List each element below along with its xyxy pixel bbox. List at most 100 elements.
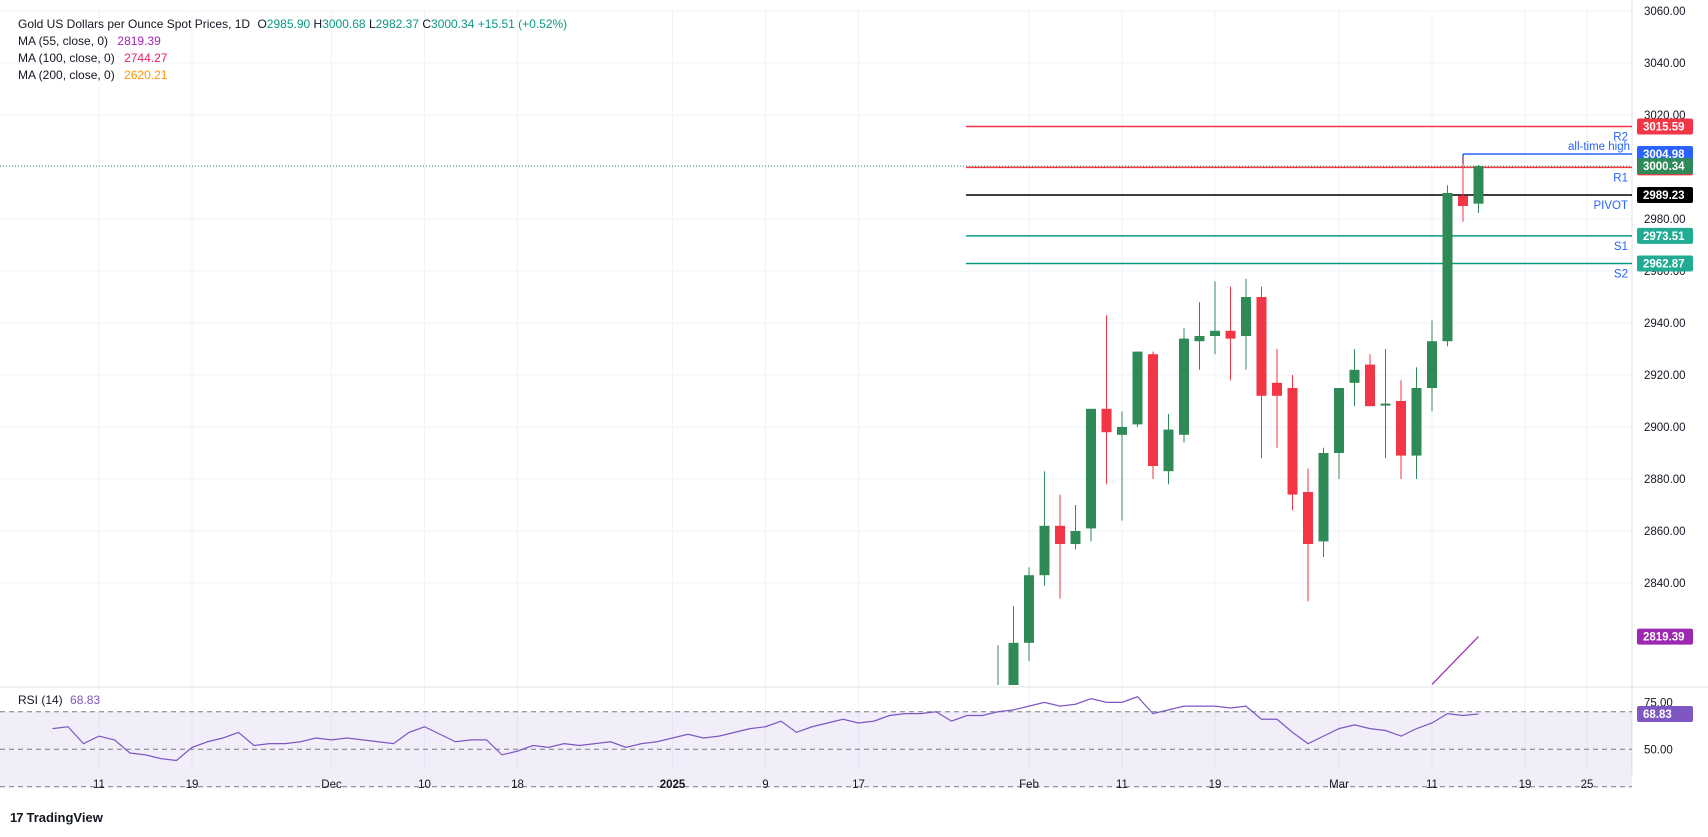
- candle: [1349, 349, 1360, 407]
- candle: [1086, 408, 1096, 542]
- candles: [997, 156, 1484, 685]
- badge-pivot: 2989.23: [1637, 187, 1693, 204]
- x-tick-label: 25: [1581, 779, 1594, 791]
- svg-text:68.83: 68.83: [1643, 709, 1672, 721]
- x-tick-label: Mar: [1329, 779, 1349, 791]
- time-axis: 11 19 Dec 10 18 2025 9 17 Feb 11 19 Mar 11 19 25: [93, 779, 1593, 791]
- symbol-row: Gold US Dollars per Ounce Spot Prices, 1…: [18, 16, 567, 33]
- low-value: 2982.37: [375, 17, 420, 31]
- rsi-tick-label: 50.00: [1644, 744, 1673, 756]
- x-tick-label: 9: [762, 779, 768, 791]
- candle: [1458, 156, 1468, 222]
- x-tick-label: 19: [1209, 779, 1222, 791]
- badge-last-price: 3000.34: [1637, 158, 1693, 175]
- svg-text:2989.23: 2989.23: [1643, 190, 1685, 202]
- candle: [1303, 468, 1313, 602]
- x-tick-label: 17: [852, 779, 865, 791]
- candle: [1241, 278, 1251, 370]
- ma100-label: MA (100, close, 0): [18, 51, 115, 65]
- svg-text:2819.39: 2819.39: [1643, 632, 1685, 644]
- candle: [1442, 185, 1453, 347]
- y-tick-label: 2840.00: [1644, 578, 1686, 590]
- x-tick-label: 10: [418, 779, 431, 791]
- candle: [1427, 320, 1437, 412]
- candle: [1287, 375, 1298, 511]
- candle: [1380, 349, 1391, 459]
- badge-r2: 3015.59: [1637, 118, 1693, 135]
- level-label-r1: R1: [1613, 172, 1628, 184]
- candle: [1148, 351, 1158, 479]
- y-tick-label: 3040.00: [1644, 58, 1686, 70]
- ath-label: all-time high: [1568, 141, 1630, 153]
- tradingview-logo[interactable]: 17 TradingView: [10, 810, 103, 825]
- tradingview-icon: 17: [10, 810, 24, 825]
- x-tick-label: 2025: [660, 779, 686, 791]
- level-label-s1: S1: [1614, 241, 1628, 253]
- ma200-row: MA (200, close, 0) 2620.21: [18, 67, 567, 84]
- open-label: O: [257, 17, 267, 31]
- y-tick-label: 2940.00: [1644, 318, 1686, 330]
- candle: [1334, 388, 1344, 479]
- y-tick-label: 2900.00: [1644, 422, 1686, 434]
- ma100-value: 2744.27: [124, 51, 168, 65]
- candle: [1132, 351, 1143, 427]
- x-tick-label: Dec: [321, 779, 342, 791]
- ma55-label: MA (55, close, 0): [18, 34, 109, 48]
- price-axis: 2840.00 2860.00 2880.00 2900.00 2920.00 2940.…: [1644, 6, 1686, 756]
- svg-text:3015.59: 3015.59: [1643, 121, 1685, 133]
- high-value: 3000.68: [322, 17, 366, 31]
- badge-s2: 2962.87: [1637, 255, 1693, 272]
- rsi-legend: RSI (14) 68.83: [18, 693, 100, 707]
- candle: [1210, 281, 1220, 355]
- svg-text:3000.34: 3000.34: [1643, 161, 1685, 173]
- ma200-value: 2620.21: [124, 68, 168, 82]
- badge-rsi: 68.83: [1637, 705, 1693, 722]
- svg-text:2962.87: 2962.87: [1643, 259, 1685, 271]
- candle: [1117, 411, 1127, 521]
- badge-ma55: 2819.39: [1637, 628, 1693, 645]
- symbol-title: Gold US Dollars per Ounce Spot Prices, 1…: [18, 17, 251, 31]
- chart-legend: Gold US Dollars per Ounce Spot Prices, 1…: [18, 16, 567, 84]
- candle: [1256, 286, 1267, 459]
- close-label: C: [422, 17, 432, 31]
- svg-text:2973.51: 2973.51: [1643, 231, 1685, 243]
- ma100-row: MA (100, close, 0) 2744.27: [18, 50, 567, 67]
- y-tick-label: 2880.00: [1644, 474, 1686, 486]
- ma200-label: MA (200, close, 0): [18, 68, 115, 82]
- ma55-row: MA (55, close, 0) 2819.39: [18, 33, 567, 50]
- ma55-polyline: [1431, 636, 1479, 685]
- candle: [1473, 165, 1484, 213]
- candle: [1024, 567, 1034, 661]
- x-tick-label: 19: [186, 779, 199, 791]
- candle: [1163, 414, 1174, 485]
- brand-name: TradingView: [26, 810, 103, 825]
- change-value: +15.51 (+0.52%): [477, 17, 568, 31]
- close-value: 3000.34: [431, 17, 475, 31]
- low-label: L: [368, 17, 376, 31]
- badge-ath: 3004.98: [1637, 146, 1693, 163]
- y-tick-label: 2980.00: [1644, 214, 1686, 226]
- rsi-line: [52, 696, 1479, 762]
- open-value: 2985.90: [266, 17, 311, 31]
- level-label-s2: S2: [1614, 269, 1628, 281]
- candle: [1070, 505, 1081, 550]
- y-tick-label: 2920.00: [1644, 370, 1686, 382]
- candle: [1396, 380, 1406, 479]
- candle: [1008, 606, 1019, 685]
- rsi-label: RSI (14): [18, 693, 63, 707]
- ma55-value: 2819.39: [117, 34, 161, 48]
- chart-grid: [0, 0, 1708, 775]
- candle: [1055, 494, 1065, 599]
- candle: [1179, 328, 1189, 443]
- price-badges: 3015.592999.872989.232973.512962.873004.…: [1637, 118, 1693, 722]
- x-tick-label: Feb: [1019, 779, 1039, 791]
- candle: [1039, 471, 1050, 586]
- x-tick-label: 11: [93, 779, 105, 791]
- svg-text:3004.98: 3004.98: [1643, 149, 1685, 161]
- x-tick-label: 11: [1426, 779, 1438, 791]
- x-tick-label: 11: [1116, 779, 1128, 791]
- level-label-pivot: PIVOT: [1593, 200, 1628, 212]
- candle: [1272, 349, 1282, 448]
- pivot-levels: R2 R1 PIVOT S1 S2 all-time high: [0, 125, 1632, 281]
